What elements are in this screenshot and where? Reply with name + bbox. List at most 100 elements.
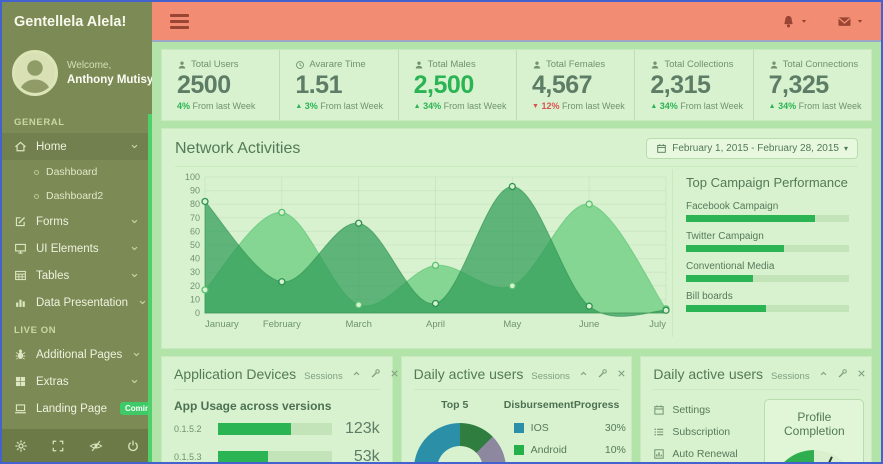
- close-icon[interactable]: [389, 368, 400, 379]
- stat-tile-total-connections: Total Connections 7,325 ▲ 34% From last We…: [752, 50, 871, 120]
- stat-value: 2,315: [650, 71, 711, 99]
- sidebar-item-additional-pages[interactable]: Additional Pages: [2, 341, 152, 368]
- svg-text:70: 70: [190, 213, 200, 223]
- menu-item-settings[interactable]: Settings: [653, 399, 755, 421]
- legend-row-android: Android 10%: [513, 439, 626, 461]
- chevron-down-icon: [131, 246, 138, 251]
- caret-down-icon: [855, 16, 865, 26]
- svg-text:100: 100: [185, 172, 200, 182]
- column-top5: Top 5: [441, 399, 469, 411]
- campaign-conventional-media: Conventional Media: [686, 261, 856, 282]
- svg-text:January: January: [205, 319, 239, 330]
- stat-delta: ▲ 34% From last Week: [650, 101, 744, 111]
- chevron-down-icon: [131, 379, 138, 384]
- bell-icon: [781, 14, 796, 29]
- profile-completion-gauge: [771, 450, 858, 462]
- stat-tile-total-users: Total Users 2500 4% From last Week: [162, 50, 279, 120]
- chevron-up-icon: [353, 371, 360, 376]
- envelope-icon: [838, 16, 851, 26]
- app-title[interactable]: Gentellela Alela!: [14, 14, 127, 30]
- campaign-title: Top Campaign Performance: [686, 175, 848, 190]
- sidebar-item-data-presentation[interactable]: Data Presentation: [2, 289, 152, 316]
- bar-chart-icon: [16, 299, 25, 307]
- welcome-label: Welcome,: [67, 60, 112, 71]
- power-button[interactable]: [115, 429, 153, 462]
- desktop-icon: [15, 243, 26, 254]
- stat-delta: 4% From last Week: [177, 101, 256, 111]
- column-disbursement: Disbursement: [503, 399, 574, 411]
- collapse-icon[interactable]: [578, 368, 589, 379]
- windows-icon: [15, 376, 26, 387]
- network-activities-panel: Network Activities February 1, 2015 - Fe…: [161, 128, 872, 349]
- chevron-down-icon: [131, 273, 138, 278]
- network-activities-chart: 0 10 20 30 40 50 60 70 80 90 100 January February Mar…: [175, 169, 672, 337]
- main-area: Total Users 2500 4% From last Week Avarare …: [152, 2, 881, 462]
- wrench-icon: [371, 369, 380, 378]
- chevron-down-icon: [139, 300, 146, 305]
- progress-bar: [218, 423, 332, 435]
- gear-icon: [15, 439, 27, 452]
- usage-row-0.1.5.3: 0.1.5.3 53k: [174, 448, 380, 462]
- usage-value: 53k: [353, 448, 380, 462]
- svg-text:July: July: [649, 319, 666, 330]
- menu-toggle-button[interactable]: [168, 10, 191, 33]
- sidebar-section-label: LIVE ON: [14, 325, 57, 336]
- bell-icon: [784, 15, 793, 27]
- sidebar-item-tables[interactable]: Tables: [2, 262, 152, 289]
- close-icon: [857, 370, 865, 377]
- sessions-label: Sessions: [771, 371, 810, 382]
- date-range-picker[interactable]: February 1, 2015 - February 28, 2015 ▾: [646, 138, 858, 159]
- panel-title: Daily active users: [653, 366, 764, 382]
- close-icon[interactable]: [856, 368, 867, 379]
- home-icon: [15, 141, 26, 152]
- progress-bar: [686, 275, 850, 282]
- sidebar-section-label: GENERAL: [14, 117, 65, 128]
- user-icon: [415, 60, 422, 68]
- usage-row-0.1.5.2: 0.1.5.2 123k: [174, 420, 380, 437]
- close-icon[interactable]: [616, 368, 627, 379]
- sidebar-item-extras[interactable]: Extras: [2, 368, 152, 395]
- svg-text:0: 0: [195, 308, 200, 318]
- chevron-up-icon: [580, 371, 587, 376]
- notifications-dropdown[interactable]: [781, 14, 809, 29]
- stat-value: 4,567: [531, 71, 593, 99]
- messages-dropdown[interactable]: [837, 14, 865, 29]
- svg-text:90: 90: [190, 186, 200, 196]
- menu-item-subscription[interactable]: Subscription: [653, 421, 755, 443]
- edit-icon: [15, 216, 26, 227]
- calendar-icon: [657, 144, 666, 153]
- wrench-icon[interactable]: [597, 368, 608, 379]
- svg-text:40: 40: [190, 254, 200, 264]
- sidebar-item-ui-elements[interactable]: UI Elements: [2, 235, 152, 262]
- chevron-up-icon: [820, 371, 826, 376]
- bottom-panels-row: Application Devices Sessions App Usage a…: [161, 356, 873, 462]
- wrench-icon[interactable]: [370, 368, 381, 379]
- close-icon: [391, 370, 398, 377]
- sidebar-subitem-dashboard2[interactable]: Dashboard2: [2, 184, 152, 208]
- svg-text:60: 60: [190, 226, 200, 236]
- user-icon: [533, 60, 541, 68]
- eye-slash-button[interactable]: [77, 429, 115, 462]
- collapse-icon[interactable]: [818, 368, 829, 379]
- user-name: Anthony Mutisya: [67, 74, 152, 86]
- sidebar-subitem-dashboard[interactable]: Dashboard: [2, 160, 152, 184]
- menu-item-auto-renewal[interactable]: Auto Renewal: [653, 443, 755, 462]
- expand-icon: [52, 440, 64, 451]
- wrench-icon[interactable]: [837, 368, 848, 379]
- svg-text:80: 80: [190, 199, 200, 209]
- gear-button[interactable]: [2, 429, 40, 462]
- caret-down-icon: [857, 20, 863, 23]
- collapse-icon[interactable]: [351, 368, 362, 379]
- campaign-facebook-campaign: Facebook Campaign: [686, 201, 856, 222]
- top5-donut-chart: [413, 423, 506, 462]
- sidebar-item-home[interactable]: Home: [2, 133, 152, 160]
- sidebar-item-forms[interactable]: Forms: [2, 208, 152, 235]
- progress-bar: [686, 215, 850, 222]
- stat-value: 7,325: [768, 71, 830, 99]
- expand-button[interactable]: [40, 429, 78, 462]
- bug-icon: [15, 349, 26, 360]
- progress-bar: [218, 451, 332, 462]
- sidebar-scrollbar[interactable]: [148, 114, 152, 462]
